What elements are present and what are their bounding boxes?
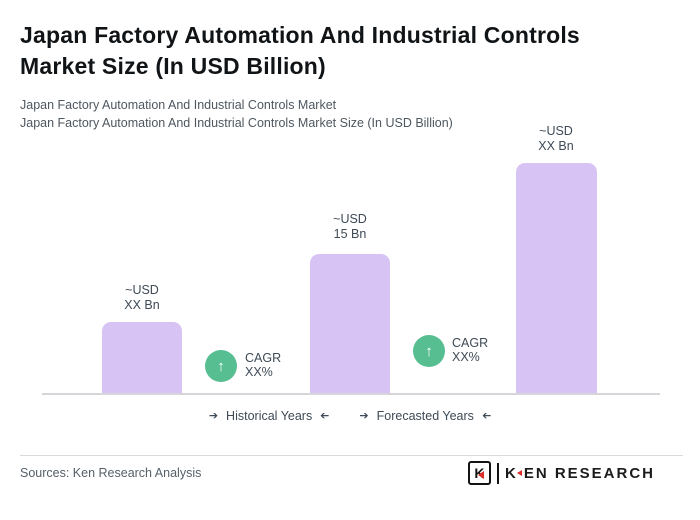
arrow-left-icon: ➔ xyxy=(481,409,492,422)
arrow-right-icon: ➔ xyxy=(359,409,369,422)
arrow-up-icon: ↑ xyxy=(425,342,433,360)
cagr-text-line1: CAGR xyxy=(452,336,489,350)
page-title-line1: Japan Factory Automation And Industrial … xyxy=(20,22,580,48)
cagr-text-line2: XX% xyxy=(452,350,480,364)
arrow-left-icon: ➔ xyxy=(320,409,330,422)
bar-value-line2: XX Bn xyxy=(538,138,574,153)
cagr-label-forecast: CAGR XX% xyxy=(452,336,488,364)
page-title: Japan Factory Automation And Industrial … xyxy=(20,20,684,82)
bar-value-label: ~USD 15 Bn xyxy=(290,212,410,241)
bar-value-line2: 15 Bn xyxy=(333,226,367,241)
cagr-badge-historical: ↑ xyxy=(205,350,237,382)
bar-value-label: ~USD XX Bn xyxy=(82,283,202,312)
cagr-label-historical: CAGR XX% xyxy=(245,351,281,379)
page-title-line2: Market Size (In USD Billion) xyxy=(20,53,326,79)
x-axis-baseline xyxy=(42,393,660,395)
bar-value-label: ~USD XX Bn xyxy=(496,124,616,153)
footer-divider xyxy=(20,455,683,456)
chart-subtitle-line1: Japan Factory Automation And Industrial … xyxy=(20,98,337,112)
sources-text: Sources: Ken Research Analysis xyxy=(20,466,202,480)
forecasted-years-group: ➔ Forecasted Years ➔ xyxy=(359,409,491,423)
bar-historical xyxy=(102,322,182,393)
historical-years-group: ➔ Historical Years ➔ xyxy=(209,409,330,423)
bar-base-year xyxy=(310,254,390,393)
axis-period-labels: ➔ Historical Years ➔ ➔ Forecasted Years … xyxy=(0,409,700,423)
forecasted-years-label: Forecasted Years xyxy=(376,409,474,423)
logo-text-rest: EN RESEARCH xyxy=(523,464,655,482)
ken-research-logo-mark: K xyxy=(467,461,491,485)
ken-research-logo-text: K EN RESEARCH xyxy=(505,465,655,482)
bar-value-line1: ~USD xyxy=(125,283,159,297)
chart-subtitle: Japan Factory Automation And Industrial … xyxy=(20,96,640,132)
bar-value-line1: ~USD xyxy=(539,124,573,138)
arrow-right-icon: ➔ xyxy=(208,409,219,422)
bar-value-line2: XX Bn xyxy=(124,297,160,312)
arrow-up-icon: ↑ xyxy=(217,357,225,375)
historical-years-label: Historical Years xyxy=(226,409,313,423)
logo-red-triangle-icon xyxy=(516,470,522,476)
bar-forecast xyxy=(516,163,597,393)
ken-research-logo: K K EN RESEARCH xyxy=(467,461,655,485)
cagr-text-line2: XX% xyxy=(245,365,273,379)
bar-value-line1: ~USD xyxy=(333,212,367,226)
chart-subtitle-line2: Japan Factory Automation And Industrial … xyxy=(20,116,453,130)
logo-red-triangle-icon xyxy=(477,471,484,479)
logo-separator xyxy=(496,462,499,484)
cagr-badge-forecast: ↑ xyxy=(413,335,445,367)
logo-text-k: K xyxy=(504,464,518,482)
cagr-text-line1: CAGR xyxy=(245,351,282,365)
